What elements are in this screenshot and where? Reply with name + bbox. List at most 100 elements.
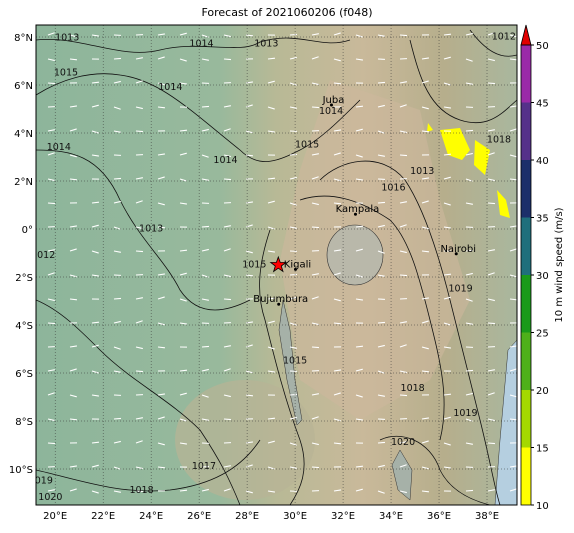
wind-barb [488,443,495,444]
colorbar-tick-label: 45 [536,99,549,110]
wind-barb [400,275,407,276]
wind-barb [202,106,209,107]
wind-barb [400,395,407,396]
lon-tick-label: 32°E [331,511,355,522]
isobar-label: 1014 [189,39,213,50]
wind-barb [312,467,319,468]
lat-tick-label: 2°N [14,177,33,188]
isobar-label: 1014 [158,82,182,93]
colorbar-segment [521,448,531,506]
colorbar-segment [521,218,531,276]
wind-barb [136,251,143,252]
city-label: Kigali [284,259,311,270]
isobar-label: 1015 [283,355,307,366]
colorbar-tick-label: 30 [536,271,549,282]
wind-barb [378,322,385,323]
isobar-label: 1012 [31,250,55,261]
colorbar-tick-label: 10 [536,501,549,512]
wind-barb [290,34,297,35]
wind-barb [488,83,495,84]
wind-barb [114,58,121,59]
isobar-label: 1018 [401,383,425,394]
colorbar-segment [521,275,531,333]
lon-tick-label: 28°E [235,511,259,522]
colorbar-segment [521,333,531,391]
wind-barb [400,155,407,156]
isobar-label: 1014 [47,142,71,153]
lon-tick-label: 38°E [475,511,499,522]
isobar-label: 1017 [192,461,216,472]
isobar-label: 1013 [410,166,434,177]
city-label: Kampala [336,204,380,215]
wind-barb [378,202,385,203]
isobar-label: 1013 [254,39,278,50]
city-label: Juba [322,95,345,106]
wind-barb [466,490,473,491]
isobar-label: 1019 [29,475,53,486]
lat-tick-label: 6°N [14,81,33,92]
wind-barb [48,323,55,324]
lat-tick-label: 4°N [14,129,33,140]
wind-barb [488,323,495,324]
colorbar-label: 10 m wind speed (m/s) [554,207,565,322]
lon-tick-label: 24°E [139,511,163,522]
map-area: 1013 1015 1014 1014 1013 1014 1014 1015 1014 1013… [29,25,517,505]
wind-barb [290,154,297,155]
isobar-label: 1020 [38,492,62,503]
colorbar-tick-label: 25 [536,329,549,340]
title: Forecast of 2021060206 (f048) [201,6,372,19]
wind-barb [114,298,121,299]
colorbar-tick-label: 15 [536,444,549,455]
lat-tick-label: 6°S [15,369,33,380]
wind-barb [136,371,143,372]
lat-tick-label: 10°S [9,465,33,476]
colorbar-segment [521,390,531,448]
wind-barb [466,130,473,131]
isobar-label: 1016 [381,183,405,194]
isobar-label: 1013 [139,223,163,234]
wind-barb [114,418,121,419]
wind-barb [312,347,319,348]
colorbar-extend [521,25,531,45]
wind-barb [312,227,319,228]
lat-tick-label: 8°S [15,417,33,428]
isobar-label: 1018 [487,135,511,146]
lon-tick-label: 26°E [187,511,211,522]
colorbar-segment [521,160,531,218]
wind-barb [224,419,231,420]
wind-barb [224,299,231,300]
isobar-label: 1014 [319,106,343,117]
wind-barb [48,203,55,204]
lon-tick-label: 20°E [43,511,67,522]
isobar-label: 1015 [295,139,319,150]
wind-barb [224,179,231,180]
wind-barb [136,131,143,132]
wind-barb [312,107,319,108]
lon-tick-label: 30°E [283,511,307,522]
isobar-label: 1013 [55,33,79,44]
wind-barb [488,203,495,204]
isobar-label: 1012 [492,31,516,42]
wind-barb [290,274,297,275]
wind-barb [400,35,407,36]
lon-tick-label: 22°E [91,511,115,522]
lake [327,225,383,285]
isobar-label: 1015 [242,259,266,270]
wind-barb [48,443,55,444]
isobar-label: 1020 [391,437,415,448]
colorbar-tick-label: 40 [536,156,549,167]
wind-barb [114,178,121,179]
wind-barb [378,442,385,443]
wind-barb [466,370,473,371]
lat-tick-label: 4°S [15,321,33,332]
city-label: Bujumbura [253,294,308,305]
wind-barb [224,59,231,60]
isobar-label: 1014 [213,155,237,166]
lon-tick-label: 36°E [427,511,451,522]
wind-barb [202,226,209,227]
wind-barb [290,394,297,395]
city-label: Nairobi [440,244,476,255]
colorbar-tick-label: 35 [536,214,549,225]
isobar-label: 1019 [449,283,473,294]
